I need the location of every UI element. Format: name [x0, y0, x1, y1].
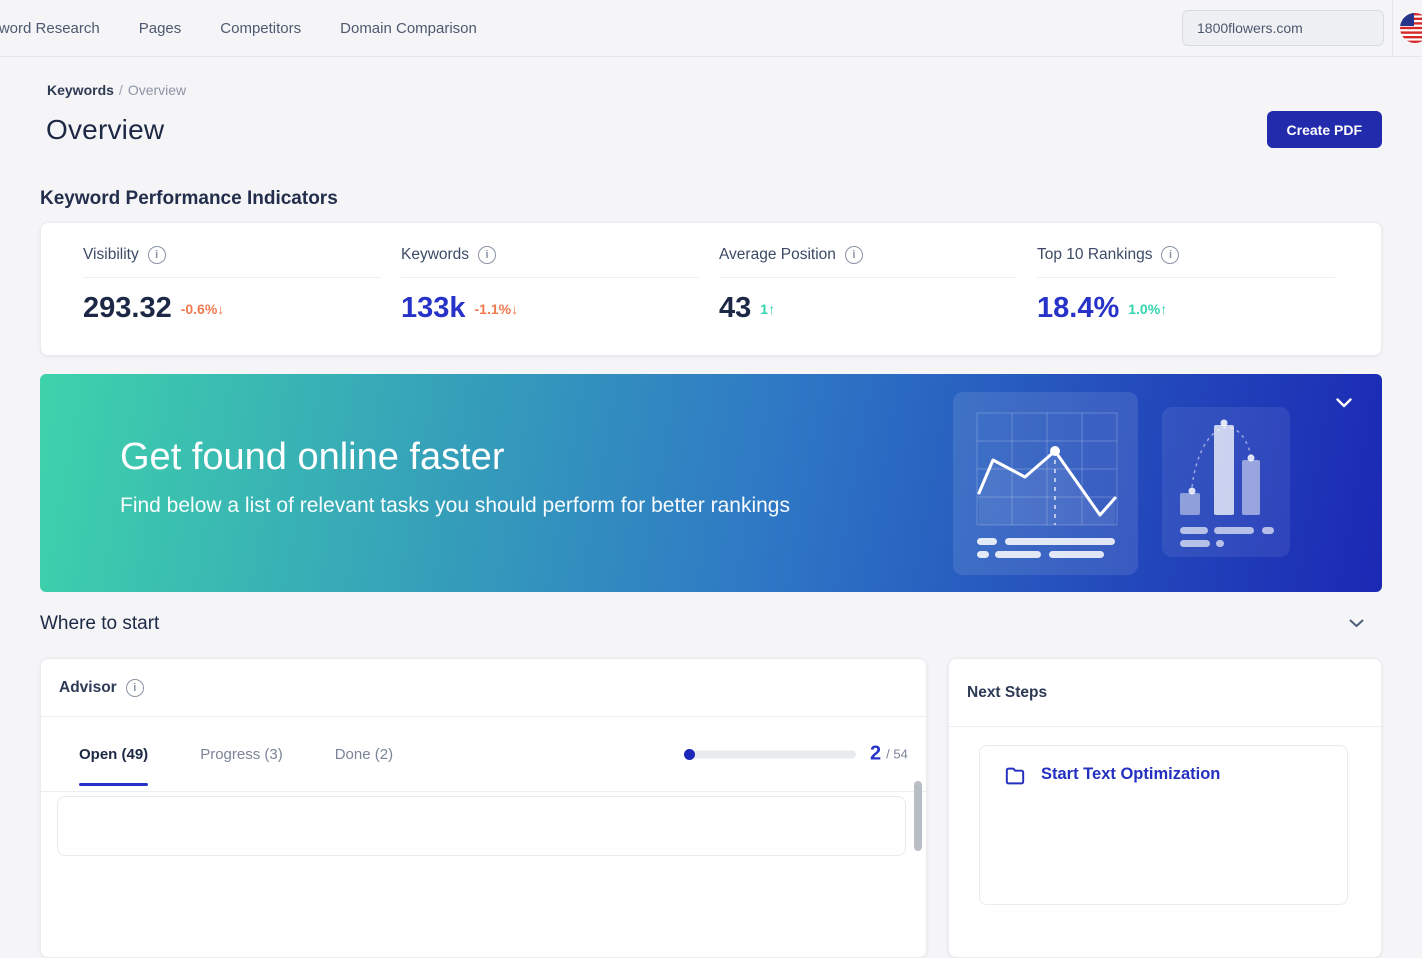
- kpi-average-position: Average Position 43 1↑: [719, 223, 1037, 355]
- nav-item-domain-comparison[interactable]: Domain Comparison: [340, 19, 477, 37]
- divider: [401, 277, 699, 278]
- line-chart-illustration: [953, 392, 1138, 575]
- main-nav: Keyword Research Pages Competitors Domai…: [0, 20, 477, 37]
- breadcrumb-separator: /: [118, 82, 123, 98]
- arrow-down-icon: ↓: [511, 300, 519, 317]
- promo-banner: Get found online faster Find below a lis…: [40, 374, 1382, 592]
- next-step-link[interactable]: Start Text Optimization: [1041, 765, 1221, 783]
- advisor-tabs: Open (49) Progress (3) Done (2) 2 / 54: [41, 717, 926, 792]
- info-icon[interactable]: [844, 246, 863, 264]
- page-title: Overview: [46, 113, 165, 145]
- nav-item-competitors[interactable]: Competitors: [220, 19, 302, 37]
- progress-dot: [684, 748, 695, 760]
- arrow-down-icon: ↓: [217, 300, 225, 317]
- advisor-title: Advisor: [59, 678, 117, 696]
- kpi-card: Visibility 293.32 -0.6%↓ Keywords 133k -…: [40, 222, 1382, 356]
- kpi-value-link[interactable]: 133k: [401, 292, 466, 324]
- domain-input[interactable]: [1182, 10, 1384, 46]
- kpi-visibility: Visibility 293.32 -0.6%↓: [83, 223, 401, 355]
- top-navigation: Keyword Research Pages Competitors Domai…: [0, 0, 1422, 57]
- info-icon[interactable]: [125, 678, 144, 697]
- progress-total: / 54: [886, 746, 908, 762]
- create-pdf-button[interactable]: Create PDF: [1266, 111, 1382, 148]
- next-steps-title: Next Steps: [967, 683, 1048, 701]
- progress-count: 2: [870, 742, 882, 765]
- kpi-value: 43: [719, 292, 752, 324]
- next-steps-header: Next Steps: [949, 659, 1381, 727]
- tab-done[interactable]: Done (2): [334, 745, 394, 763]
- section-collapse-chevron-icon[interactable]: [1349, 615, 1364, 633]
- next-steps-card: Next Steps Start Text Optimization: [948, 658, 1382, 958]
- kpi-keywords: Keywords 133k -1.1%↓: [401, 223, 719, 355]
- folder-icon: [1005, 767, 1025, 790]
- kpi-value-link[interactable]: 18.4%: [1037, 292, 1120, 324]
- arrow-up-icon: ↑: [1160, 300, 1168, 317]
- where-to-start-heading: Where to start: [40, 613, 160, 634]
- kpi-delta: 1.0%↑: [1128, 300, 1168, 317]
- tab-open[interactable]: Open (49): [79, 745, 149, 786]
- nav-divider: [1392, 0, 1393, 56]
- breadcrumb: Keywords / Overview: [47, 82, 1422, 98]
- advisor-task-item[interactable]: [57, 796, 906, 856]
- kpi-delta: 1↑: [760, 300, 776, 317]
- info-icon[interactable]: [1161, 246, 1180, 264]
- kpi-value: 293.32: [83, 292, 172, 324]
- kpi-label: Visibility: [83, 246, 139, 263]
- kpi-delta: -1.1%↓: [474, 300, 519, 317]
- advisor-card: Advisor Open (49) Progress (3) Done (2) …: [40, 658, 927, 958]
- progress-bar: [684, 748, 856, 760]
- nav-right: [1182, 0, 1422, 56]
- breadcrumb-current: Overview: [127, 82, 187, 98]
- kpi-section-heading: Keyword Performance Indicators: [40, 188, 338, 209]
- kpi-top10-rankings: Top 10 Rankings 18.4% 1.0%↑: [1037, 223, 1355, 355]
- kpi-delta: -0.6%↓: [180, 300, 225, 317]
- advisor-progress: 2 / 54: [684, 742, 908, 766]
- advisor-header: Advisor: [41, 659, 926, 717]
- nav-item-keyword-research[interactable]: Keyword Research: [0, 19, 100, 37]
- arrow-up-icon: ↑: [768, 300, 776, 317]
- info-icon[interactable]: [478, 246, 497, 264]
- breadcrumb-keywords[interactable]: Keywords: [47, 82, 114, 98]
- banner-text: Get found online faster Find below a lis…: [120, 436, 790, 518]
- info-icon[interactable]: [147, 246, 166, 264]
- divider: [1037, 277, 1335, 278]
- nav-item-pages[interactable]: Pages: [138, 19, 182, 37]
- banner-collapse-chevron-icon[interactable]: [1336, 395, 1352, 413]
- where-to-start-row: Where to start: [40, 613, 1382, 635]
- kpi-label: Average Position: [719, 246, 836, 263]
- divider: [719, 277, 1017, 278]
- kpi-label: Keywords: [401, 246, 470, 263]
- bar-chart-illustration: [1162, 407, 1290, 557]
- banner-title: Get found online faster: [120, 436, 505, 478]
- next-step-item[interactable]: Start Text Optimization: [979, 745, 1348, 905]
- us-flag-icon[interactable]: [1400, 13, 1422, 43]
- tab-progress[interactable]: Progress (3): [200, 745, 283, 763]
- bottom-cards-row: Advisor Open (49) Progress (3) Done (2) …: [40, 658, 1382, 958]
- kpi-label: Top 10 Rankings: [1037, 246, 1153, 263]
- banner-subtitle: Find below a list of relevant tasks you …: [120, 493, 790, 517]
- title-row: Overview Create PDF: [46, 111, 1382, 148]
- divider: [83, 277, 381, 278]
- scrollbar-thumb[interactable]: [914, 781, 922, 851]
